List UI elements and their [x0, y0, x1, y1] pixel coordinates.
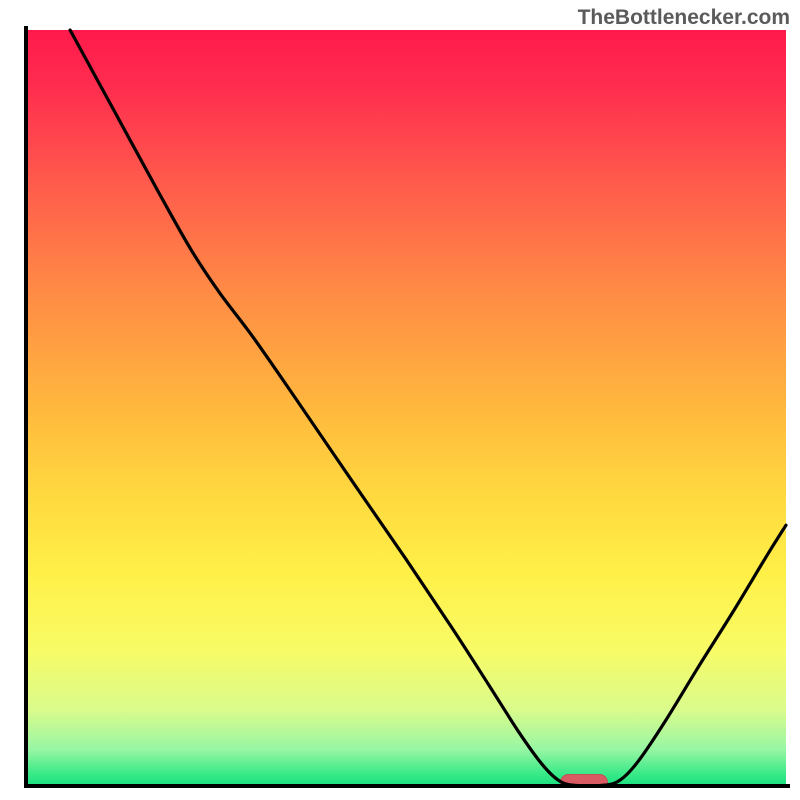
bottleneck-chart: TheBottlenecker.com — [0, 0, 800, 800]
axes-layer — [0, 0, 800, 800]
watermark-text: TheBottlenecker.com — [578, 6, 790, 30]
